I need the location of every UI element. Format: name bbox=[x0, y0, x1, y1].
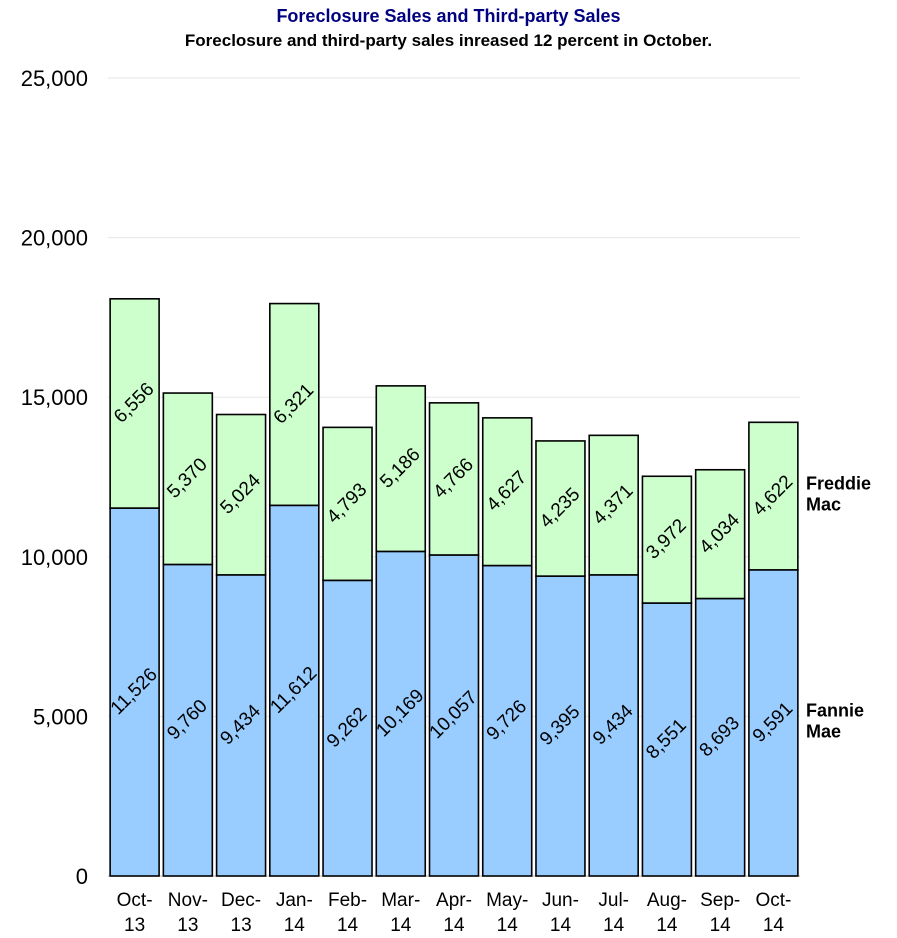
bar-fannie-mae bbox=[481, 564, 533, 877]
x-tick-label: 14 bbox=[550, 915, 572, 936]
bar-freddie-mac bbox=[641, 475, 693, 604]
x-tick-label: Oct- bbox=[117, 890, 153, 911]
y-tick-label: 15,000 bbox=[21, 385, 88, 410]
x-tick-label: Jul- bbox=[598, 890, 629, 911]
x-tick-label: 14 bbox=[656, 915, 678, 936]
x-tick-label: Dec- bbox=[221, 890, 261, 911]
x-tick-label: Jan- bbox=[276, 890, 313, 911]
bar-freddie-mac bbox=[269, 302, 320, 507]
x-tick-label: May- bbox=[486, 890, 528, 911]
x-tick-label: 14 bbox=[710, 915, 732, 936]
bar-freddie-mac bbox=[375, 385, 427, 553]
x-tick-label: Jun- bbox=[542, 890, 579, 911]
bar-fannie-mae bbox=[694, 597, 746, 877]
x-tick-label: Aug- bbox=[647, 890, 687, 911]
x-tick-label: 13 bbox=[124, 915, 145, 936]
bar-fannie-mae bbox=[428, 554, 480, 877]
x-tick-label: Sep- bbox=[700, 890, 740, 911]
bar-freddie-mac bbox=[162, 392, 214, 566]
bar-fannie-mae bbox=[109, 507, 160, 877]
y-tick-label: 10,000 bbox=[21, 545, 88, 570]
bar-fannie-mae bbox=[375, 550, 427, 877]
bar-freddie-mac bbox=[109, 298, 160, 509]
bar-fannie-mae bbox=[215, 574, 267, 877]
x-tick-label: Nov- bbox=[168, 890, 208, 911]
x-tick-label: 14 bbox=[603, 915, 625, 936]
bar-freddie-mac bbox=[322, 426, 373, 582]
bar-freddie-mac bbox=[748, 421, 799, 571]
y-tick-label: 20,000 bbox=[21, 226, 88, 251]
bar-fannie-mae bbox=[535, 575, 586, 877]
x-tick-label: 14 bbox=[443, 915, 465, 936]
chart-subtitle: Foreclosure and third-party sales inreas… bbox=[184, 31, 713, 50]
x-tick-label: 13 bbox=[177, 915, 198, 936]
y-tick-label: 0 bbox=[76, 864, 88, 889]
bar-fannie-mae bbox=[322, 579, 373, 877]
bar-fannie-mae bbox=[748, 569, 799, 877]
series-label-freddie-mac: Mac bbox=[806, 495, 841, 515]
x-tick-label: 13 bbox=[231, 915, 252, 936]
bar-freddie-mac bbox=[215, 413, 267, 576]
bar-fannie-mae bbox=[162, 563, 214, 877]
bar-freddie-mac bbox=[694, 468, 746, 600]
y-tick-label: 5,000 bbox=[33, 704, 88, 729]
bar-freddie-mac bbox=[535, 440, 586, 577]
x-tick-label: 14 bbox=[763, 915, 785, 936]
x-tick-label: Mar- bbox=[381, 890, 420, 911]
bar-freddie-mac bbox=[481, 417, 533, 567]
bar-freddie-mac bbox=[428, 402, 480, 556]
series-label-freddie-mac: Freddie bbox=[806, 474, 871, 494]
x-tick-label: 14 bbox=[284, 915, 306, 936]
x-tick-label: 14 bbox=[390, 915, 412, 936]
x-tick-label: Apr- bbox=[436, 890, 472, 911]
x-tick-label: Oct- bbox=[755, 890, 791, 911]
series-label-fannie-mae: Fannie bbox=[806, 700, 864, 720]
y-tick-label: 25,000 bbox=[21, 66, 88, 91]
bar-freddie-mac bbox=[588, 434, 639, 576]
x-tick-label: 14 bbox=[497, 915, 519, 936]
x-tick-label: 14 bbox=[337, 915, 359, 936]
bar-fannie-mae bbox=[269, 504, 320, 877]
chart-title: Foreclosure Sales and Third-party Sales bbox=[276, 6, 621, 26]
series-label-fannie-mae: Mae bbox=[806, 721, 841, 741]
x-tick-label: Feb- bbox=[328, 890, 367, 911]
